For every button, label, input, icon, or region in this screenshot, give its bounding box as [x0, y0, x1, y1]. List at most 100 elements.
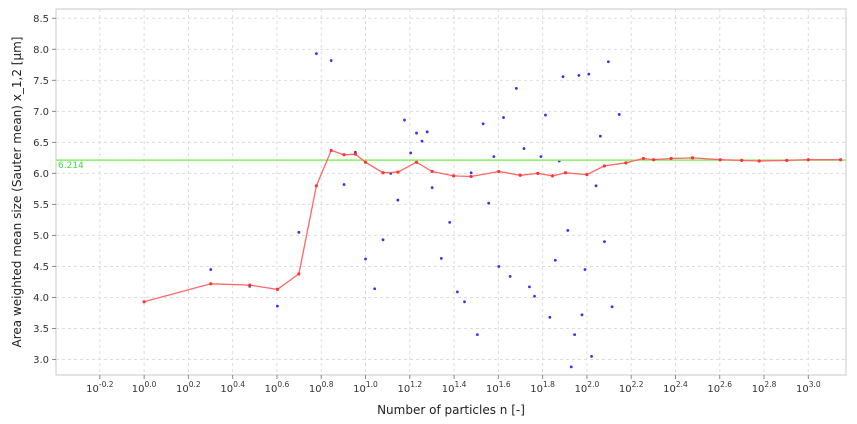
running-mean-point [363, 160, 368, 164]
x-tick-label: 101.2 [397, 380, 422, 395]
running-mean-point [314, 184, 318, 188]
scatter-point [617, 113, 621, 116]
grid [55, 8, 847, 376]
running-mean-point [806, 158, 810, 162]
scatter-point [594, 184, 598, 188]
y-tick-label: 7.0 [33, 107, 49, 118]
scatter-point [598, 134, 602, 138]
scatter-point [577, 73, 581, 77]
scatter-point [409, 151, 413, 155]
axes: 3.0 3.5 4.0 4.5 5.0 5.5 6.0 6.5 7.0 7.5 8.0 8.5 10-0… [33, 14, 821, 395]
scatter-point [508, 274, 512, 278]
running-mean-point [209, 282, 213, 286]
scatter-point [381, 238, 385, 242]
running-mean-point [497, 169, 501, 174]
scatter-point [487, 201, 491, 205]
x-tick-label: 103.0 [796, 380, 821, 395]
scatter-point [425, 130, 429, 134]
scatter-point [297, 230, 301, 234]
running-mean-point [275, 287, 280, 291]
running-mean-point [563, 171, 568, 175]
scatter-point [522, 147, 526, 150]
x-tick-label: 102.4 [663, 380, 688, 395]
scatter-point [455, 290, 459, 294]
running-mean-point [690, 156, 695, 160]
x-tick-label: 100.6 [265, 380, 290, 395]
running-mean-point [248, 283, 252, 287]
scatter-point [590, 354, 593, 358]
scatter-point [364, 257, 367, 261]
scatter-point [439, 256, 443, 260]
running-mean-point [142, 300, 146, 304]
scatter-point [606, 60, 610, 64]
scatter-point [514, 87, 518, 90]
x-tick-label: 101.4 [442, 380, 467, 395]
plot-area [55, 8, 847, 376]
scatter-point [492, 155, 496, 159]
scatter-point [314, 52, 318, 56]
running-mean-point [297, 272, 301, 276]
scatter-point [430, 186, 434, 190]
running-mean-point [839, 158, 843, 162]
running-mean-point [641, 156, 646, 161]
scatter-point [539, 155, 543, 159]
running-mean-point [669, 156, 673, 161]
x-tick-label: 100.2 [176, 380, 201, 395]
y-tick-label: 5.5 [33, 200, 49, 211]
running-mean-point [536, 171, 540, 175]
reference-line-label: 6.214 [58, 161, 84, 171]
scatter-point [528, 285, 531, 289]
scatter-point [475, 333, 479, 337]
running-mean-point [740, 158, 744, 162]
scatter-point [544, 113, 547, 117]
running-mean-point [624, 161, 628, 165]
y-tick-label: 8.0 [33, 45, 49, 56]
running-mean-point [396, 170, 400, 174]
y-tick-label: 3.5 [33, 324, 49, 335]
scatter-point [502, 116, 505, 119]
x-tick-label: 102.2 [619, 380, 644, 395]
running-mean-point [757, 159, 761, 163]
running-mean-point [430, 169, 434, 174]
x-tick-label: 102.8 [752, 380, 777, 395]
scatter-point [610, 305, 614, 309]
scatter-point [373, 287, 377, 291]
scatter-point [469, 171, 473, 175]
scatter-point [603, 240, 606, 244]
scatter-point [553, 258, 557, 262]
running-mean-point [785, 158, 789, 162]
running-mean-point [452, 174, 456, 178]
scatter-point [580, 313, 584, 317]
running-mean-point [551, 174, 555, 178]
x-tick-label: 101.6 [486, 380, 511, 395]
running-mean-point [469, 174, 473, 179]
running-mean-point [585, 173, 589, 177]
scatter-point [497, 265, 501, 268]
running-mean-point [342, 153, 346, 157]
scatter-point [561, 75, 565, 79]
x-tick-label: 10-0.2 [86, 380, 114, 395]
scatter-point [481, 122, 485, 126]
y-tick-label: 7.5 [33, 76, 49, 87]
y-tick-label: 8.5 [33, 14, 49, 25]
scatter-point [420, 139, 424, 143]
reference-line: 6.214 [56, 159, 846, 171]
scatter-point [573, 333, 577, 337]
x-tick-label: 101.0 [353, 380, 378, 395]
running-mean-line [143, 149, 841, 303]
x-tick-label: 102.0 [575, 380, 600, 395]
running-mean-point [353, 152, 357, 156]
scatter-point [566, 229, 570, 232]
scatter-point [209, 268, 213, 271]
x-tick-label: 100.8 [309, 380, 334, 395]
x-tick-label: 102.6 [707, 380, 732, 395]
x-tick-label: 100.4 [220, 380, 245, 395]
y-tick-label: 4.0 [33, 293, 49, 304]
scatter-point [403, 118, 406, 122]
scatter-point [587, 72, 591, 76]
running-mean-point [414, 160, 419, 164]
x-axis-label: Number of particles n [-] [377, 403, 525, 417]
y-axis-label: Area weighted mean size (Sauter mean) x_… [10, 37, 24, 348]
